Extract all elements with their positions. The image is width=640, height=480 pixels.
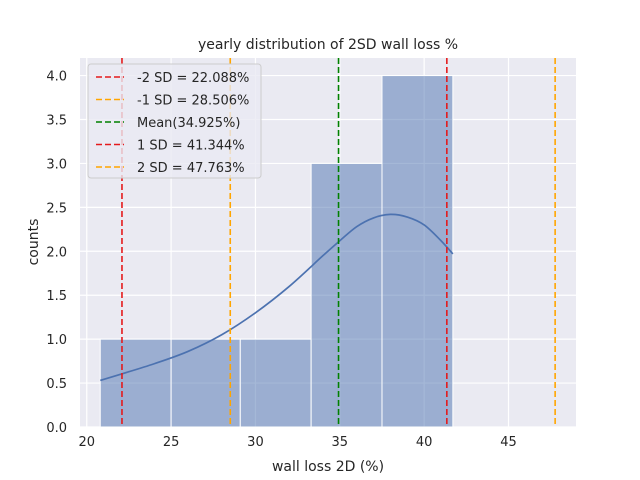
chart-title: yearly distribution of 2SD wall loss %: [198, 37, 458, 53]
histogram-bar: [99, 338, 172, 428]
histogram-bar: [310, 162, 383, 428]
x-tick-label: 30: [247, 435, 264, 450]
kde-curve-group: [99, 213, 454, 382]
y-tick-label: 1.5: [46, 289, 67, 304]
histogram-bar: [381, 75, 454, 428]
legend-entry: -1 SD = 28.506%: [137, 94, 249, 109]
x-tick-label: 45: [500, 435, 517, 450]
x-axis-ticks: 20 25 30 35 40 45: [78, 435, 516, 450]
x-axis-label: wall loss 2D (%): [272, 459, 384, 475]
x-tick-label: 35: [332, 435, 349, 450]
y-axis-label: counts: [26, 219, 42, 266]
legend-entry: 2 SD = 47.763%: [137, 161, 245, 176]
legend-entry: -2 SD = 22.088%: [137, 71, 249, 86]
reference-lines: [121, 58, 556, 427]
x-tick-label: 40: [416, 435, 433, 450]
x-tick-label: 20: [78, 435, 95, 450]
legend-entry: 1 SD = 41.344%: [137, 139, 245, 154]
legend-box: [87, 63, 262, 179]
y-tick-label: 1.0: [46, 333, 67, 348]
histogram-bar: [239, 338, 312, 428]
legend: -2 SD = 22.088% -1 SD = 28.506% Mean(34.92…: [87, 63, 262, 179]
y-tick-label: 0.5: [46, 377, 67, 392]
y-tick-label: 4.0: [46, 70, 67, 85]
y-axis-ticks: 0.0 0.5 1.0 1.5 2.0 2.5 3.0 3.5 4.0: [46, 70, 67, 436]
y-tick-label: 2.5: [46, 201, 67, 216]
histogram-bar: [170, 338, 241, 428]
kde-curve: [99, 213, 454, 382]
y-tick-label: 3.5: [46, 114, 67, 129]
y-tick-label: 3.0: [46, 157, 67, 172]
legend-entry: Mean(34.925%): [137, 116, 240, 131]
x-tick-label: 25: [163, 435, 180, 450]
y-tick-label: 2.0: [46, 245, 67, 260]
y-tick-label: 0.0: [46, 421, 67, 436]
histogram-bars: [99, 75, 454, 428]
